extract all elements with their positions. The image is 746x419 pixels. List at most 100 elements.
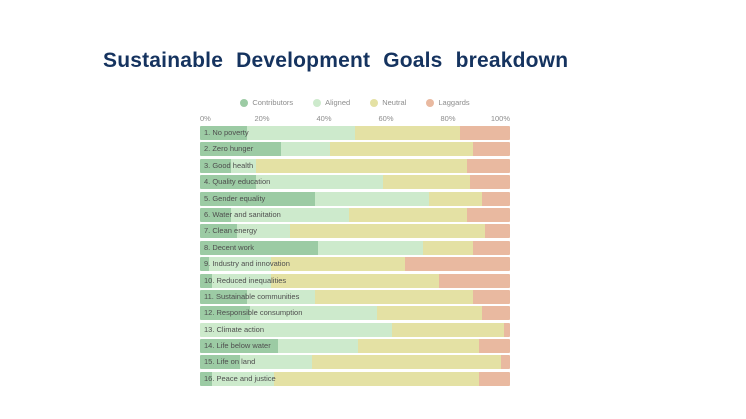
segment-neutral[interactable] (382, 175, 470, 190)
segment-contributors[interactable] (200, 339, 278, 354)
segment-neutral[interactable] (274, 371, 479, 386)
x-tick-label: 40% (316, 114, 332, 123)
x-tick-label: 80% (440, 114, 456, 123)
segment-neutral[interactable] (271, 273, 439, 288)
bar-row: 11. Sustainable communities (200, 289, 510, 304)
segment-contributors[interactable] (200, 240, 318, 255)
bar-row: 4. Quality education (200, 175, 510, 190)
segment-neutral[interactable] (311, 355, 501, 370)
segment-contributors[interactable] (200, 175, 256, 190)
chart-legend: Contributors Aligned Neutral Laggards (200, 98, 510, 107)
bar-row: 12. Responsible consumption (200, 306, 510, 321)
segment-aligned[interactable] (277, 339, 359, 354)
segment-laggards[interactable] (438, 273, 510, 288)
bar-row: 3. Good health (200, 158, 510, 173)
segment-contributors[interactable] (200, 191, 315, 206)
segment-aligned[interactable] (246, 126, 355, 140)
contributors-swatch-icon (240, 98, 249, 107)
segment-neutral[interactable] (314, 289, 473, 304)
bar-row: 10. Reduced inequalities (200, 273, 510, 288)
segment-laggards[interactable] (460, 126, 510, 140)
bar-row: 13. Climate action (200, 322, 510, 337)
segment-laggards[interactable] (478, 371, 510, 386)
segment-laggards[interactable] (472, 142, 510, 157)
sdg-stacked-bar-chart: Contributors Aligned Neutral Laggards 0% 20%… (200, 98, 510, 388)
segment-aligned[interactable] (255, 175, 383, 190)
segment-laggards[interactable] (478, 339, 510, 354)
segment-laggards[interactable] (472, 289, 510, 304)
legend-item-aligned[interactable]: Aligned (313, 98, 350, 107)
segment-neutral[interactable] (392, 322, 504, 337)
segment-aligned[interactable] (280, 142, 331, 157)
bar-row: 9. Industry and innovation (200, 257, 510, 272)
bar-row: 7. Clean energy (200, 224, 510, 239)
segment-aligned[interactable] (240, 355, 312, 370)
legend-label: Neutral (382, 98, 407, 107)
bar-row: 14. Life below water (200, 339, 510, 354)
bar-rows: 1. No poverty 2. Zero hunger 3. Good healt… (200, 126, 510, 386)
segment-contributors[interactable] (200, 142, 281, 157)
bar-row: 8. Decent work (200, 240, 510, 255)
segment-laggards[interactable] (485, 224, 510, 239)
segment-laggards[interactable] (466, 207, 510, 222)
segment-laggards[interactable] (482, 306, 510, 321)
segment-neutral[interactable] (423, 240, 473, 255)
segment-contributors[interactable] (200, 257, 210, 272)
segment-contributors[interactable] (200, 207, 231, 222)
legend-label: Contributors (252, 98, 294, 107)
bar-row: 16. Peace and justice (200, 371, 510, 386)
segment-neutral[interactable] (376, 306, 483, 321)
segment-aligned[interactable] (209, 257, 272, 272)
x-tick-label: 20% (254, 114, 270, 123)
segment-aligned[interactable] (314, 191, 430, 206)
segment-neutral[interactable] (355, 126, 461, 140)
segment-laggards[interactable] (404, 257, 510, 272)
x-tick-label: 0% (200, 114, 211, 123)
segment-aligned[interactable] (246, 289, 315, 304)
segment-laggards[interactable] (500, 355, 510, 370)
segment-contributors[interactable] (200, 224, 238, 239)
segment-laggards[interactable] (503, 322, 510, 337)
segment-contributors[interactable] (200, 158, 231, 173)
segment-neutral[interactable] (255, 158, 467, 173)
legend-item-neutral[interactable]: Neutral (370, 98, 406, 107)
segment-aligned[interactable] (212, 273, 272, 288)
bar-row: 1. No poverty (200, 126, 510, 140)
laggards-swatch-icon (426, 98, 435, 107)
segment-aligned[interactable] (237, 224, 290, 239)
segment-laggards[interactable] (472, 240, 510, 255)
segment-neutral[interactable] (330, 142, 473, 157)
bar-row: 6. Water and sanitation (200, 207, 510, 222)
segment-aligned[interactable] (317, 240, 424, 255)
segment-neutral[interactable] (289, 224, 486, 239)
segment-contributors[interactable] (200, 126, 247, 140)
segment-contributors[interactable] (200, 289, 247, 304)
legend-item-contributors[interactable]: Contributors (240, 98, 293, 107)
segment-laggards[interactable] (466, 158, 510, 173)
segment-neutral[interactable] (429, 191, 483, 206)
segment-neutral[interactable] (358, 339, 479, 354)
segment-laggards[interactable] (469, 175, 510, 190)
segment-aligned[interactable] (231, 158, 256, 173)
segment-contributors[interactable] (200, 273, 213, 288)
segment-contributors[interactable] (200, 355, 241, 370)
page-title: Sustainable Development Goals breakdown (103, 49, 569, 72)
segment-aligned[interactable] (200, 322, 393, 337)
legend-item-laggards[interactable]: Laggards (426, 98, 470, 107)
legend-label: Aligned (325, 98, 351, 107)
segment-contributors[interactable] (200, 371, 213, 386)
bar-row: 2. Zero hunger (200, 142, 510, 157)
segment-laggards[interactable] (482, 191, 510, 206)
segment-neutral[interactable] (271, 257, 405, 272)
x-tick-label: 100% (490, 114, 510, 123)
segment-contributors[interactable] (200, 306, 250, 321)
legend-label: Laggards (438, 98, 470, 107)
bar-row: 15. Life on land (200, 355, 510, 370)
neutral-swatch-icon (370, 98, 379, 107)
x-tick-label: 60% (378, 114, 394, 123)
x-axis-tick-labels: 0% 20% 40% 60% 80% 100% (200, 114, 510, 124)
segment-aligned[interactable] (249, 306, 377, 321)
segment-aligned[interactable] (231, 207, 349, 222)
segment-neutral[interactable] (348, 207, 467, 222)
segment-aligned[interactable] (212, 371, 275, 386)
